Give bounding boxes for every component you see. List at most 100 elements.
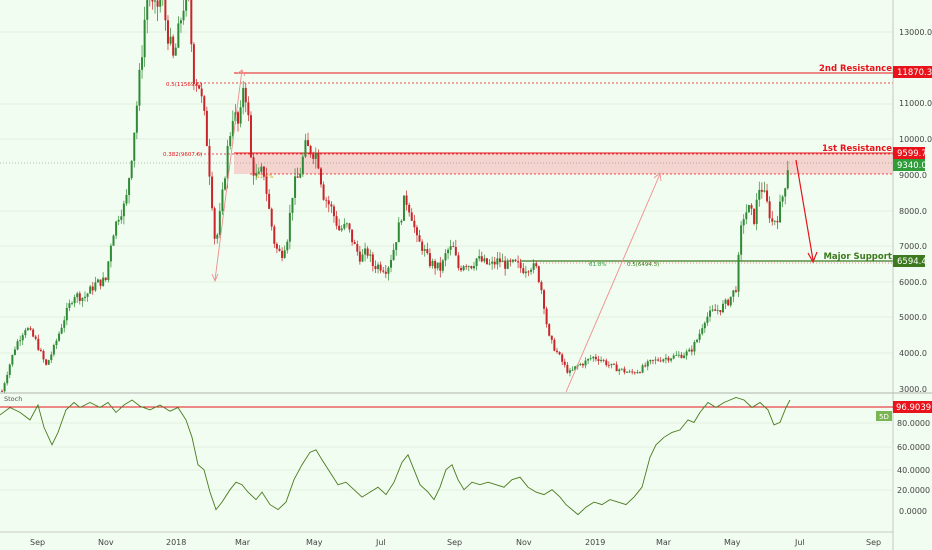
candle-body — [631, 371, 634, 373]
fib-0382-label: 0.382(9607.6) — [163, 152, 202, 158]
x-tick-sep-3: Sep — [866, 538, 881, 547]
candle-body — [172, 36, 175, 56]
candle-body — [620, 368, 623, 370]
candle-body — [177, 23, 180, 48]
candle-body — [543, 290, 546, 309]
x-tick-sep: Sep — [30, 538, 45, 547]
x-tick-nov-2: Nov — [516, 538, 532, 547]
candle-body — [441, 260, 444, 271]
candle-body — [584, 360, 587, 366]
candle-body — [662, 359, 665, 362]
candle-body — [281, 250, 284, 258]
candle-body — [776, 220, 779, 223]
candle-body — [742, 219, 745, 226]
candle-body — [613, 363, 616, 365]
candle-body — [229, 136, 232, 146]
candle-body — [602, 359, 605, 361]
candle-body — [42, 351, 45, 360]
candle-body — [745, 212, 748, 220]
candle-body — [125, 194, 128, 204]
candle-body — [685, 351, 688, 356]
candle-body — [758, 189, 761, 200]
candle-body — [213, 208, 216, 239]
candle-body — [50, 354, 53, 361]
candle-body — [128, 178, 131, 195]
candle-body — [434, 261, 437, 269]
candle-body — [6, 374, 9, 384]
candle-body — [63, 320, 66, 328]
candle-body — [670, 358, 673, 361]
candle-body — [314, 152, 317, 159]
candle-body — [299, 173, 302, 178]
candle-body — [693, 341, 696, 352]
candle-body — [312, 154, 315, 159]
stoch-tick-20: 20.0000 — [897, 486, 930, 495]
candle-body — [548, 324, 551, 336]
candle-body — [169, 36, 172, 44]
candle-body — [8, 364, 11, 375]
x-tick-mar-2: Mar — [656, 538, 672, 547]
candle-body — [369, 254, 372, 256]
candle-body — [522, 268, 525, 274]
candle-body — [374, 266, 377, 270]
candle-body — [141, 57, 144, 70]
candle-body — [247, 102, 250, 116]
candle-body — [698, 333, 701, 340]
candle-body — [672, 355, 675, 359]
first-resistance-label: 1st Resistance — [822, 144, 892, 154]
x-tick-may: May — [306, 538, 323, 547]
candle-body — [727, 299, 730, 306]
candle-body — [618, 369, 621, 372]
fib-swing-arrow-left — [211, 273, 219, 283]
candle-body — [39, 349, 42, 352]
candle-body — [234, 112, 237, 122]
candle-body — [638, 372, 641, 373]
candle-body — [545, 308, 548, 325]
candle-body — [509, 260, 512, 262]
fib-05-support-label: 0.5(6494.3) — [627, 262, 659, 268]
candle-body — [16, 341, 19, 350]
candle-body — [319, 168, 322, 185]
candle-body — [519, 262, 522, 269]
candle-body — [11, 354, 14, 365]
candle-body — [55, 340, 58, 346]
candle-body — [397, 222, 400, 243]
candle-body — [345, 223, 348, 225]
y-tick-10000: 10000.0 — [899, 135, 932, 144]
candle-body — [747, 205, 750, 213]
candle-body — [81, 297, 84, 301]
candle-body — [231, 121, 234, 137]
candle-body — [309, 145, 312, 155]
candle-body — [3, 383, 6, 392]
resistance-zone — [234, 153, 893, 174]
price-gridlines — [0, 31, 893, 354]
stoch-tick-80: 80.0000 — [897, 419, 930, 428]
candle-body — [659, 360, 662, 362]
fib-05-label: 0.5(11569.6) — [166, 82, 202, 88]
candle-body — [568, 370, 571, 373]
y-tick-9000: 9000.0 — [899, 171, 927, 180]
candle-body — [205, 110, 208, 146]
candle-body — [506, 260, 509, 269]
candle-body — [260, 166, 263, 172]
candle-body — [696, 339, 699, 342]
candle-body — [472, 266, 475, 269]
stoch-tick-0: 0.0000 — [899, 507, 927, 516]
candle-body — [563, 361, 566, 365]
candle-body — [395, 242, 398, 250]
candle-body — [760, 189, 763, 192]
candle-body — [493, 261, 496, 265]
candle-body — [729, 296, 732, 306]
x-tick-mar: Mar — [235, 538, 251, 547]
candle-body — [19, 340, 22, 342]
candle-body — [683, 355, 686, 358]
candle-body — [610, 363, 613, 366]
candle-body — [478, 256, 481, 259]
candle-body — [514, 259, 517, 262]
fib-swing-arrowhead-top — [236, 69, 246, 77]
candle-body — [330, 204, 333, 207]
candle-body — [382, 270, 385, 272]
candle-body — [76, 293, 79, 298]
